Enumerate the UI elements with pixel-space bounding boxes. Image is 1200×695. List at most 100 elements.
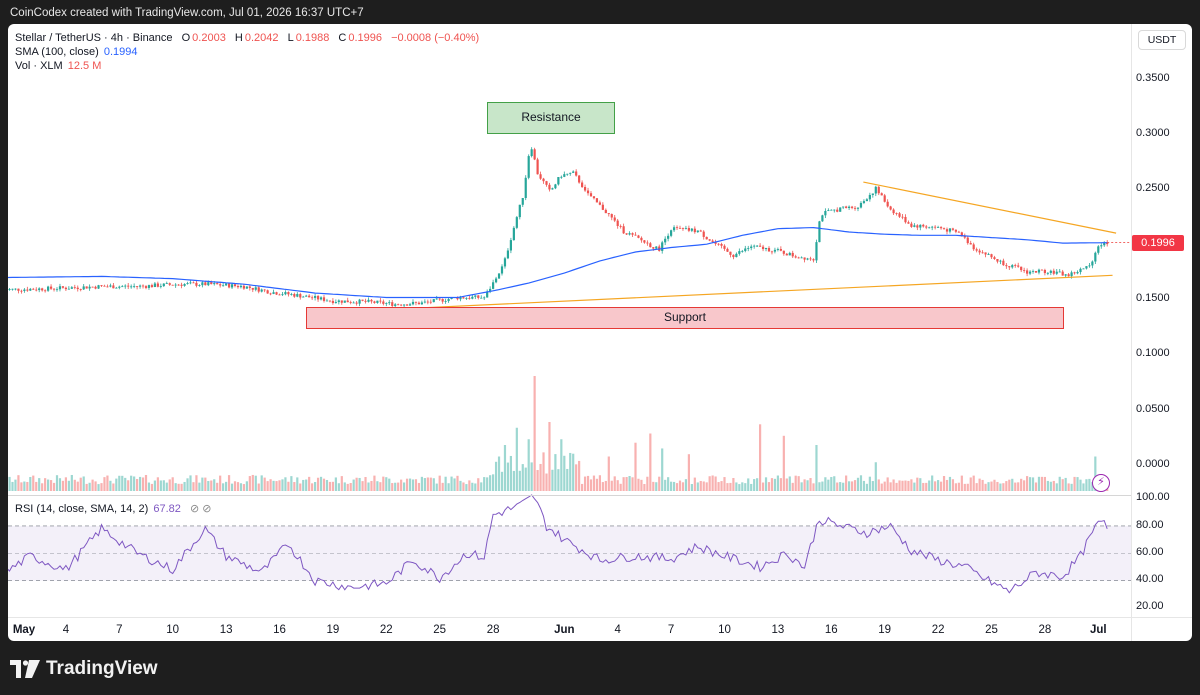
candle: [735, 253, 738, 258]
volume-bar: [770, 478, 774, 491]
volume-bar: [352, 479, 355, 491]
volume-bar: [456, 475, 459, 491]
candle: [764, 247, 768, 250]
volume-bar: [741, 482, 744, 491]
time-tick: 25: [433, 624, 447, 636]
candle: [106, 286, 109, 288]
candle: [382, 301, 385, 304]
resistance-zone-label[interactable]: Resistance: [487, 102, 615, 134]
volume-bar: [153, 480, 156, 491]
sma-legend[interactable]: SMA (100, close) 0.1994: [15, 45, 137, 59]
candle: [331, 300, 334, 304]
lightning-icon[interactable]: ⚡: [1092, 474, 1110, 492]
volume-bar: [850, 481, 854, 491]
candle: [542, 178, 545, 182]
chart-canvas[interactable]: [8, 24, 1192, 641]
volume-bar: [260, 475, 263, 491]
rsi-tick: 60.00: [1136, 546, 1164, 558]
candle: [284, 292, 287, 295]
volume-bar: [877, 479, 880, 491]
volume-legend[interactable]: Vol · XLM 12.5 M: [15, 59, 101, 73]
volume-bar: [248, 476, 251, 491]
candle: [664, 238, 667, 243]
volume-bar: [210, 480, 213, 491]
candle: [539, 174, 542, 179]
volume-bar: [759, 424, 762, 491]
candle: [486, 291, 489, 298]
candle: [910, 223, 913, 227]
rsi-legend[interactable]: RSI (14, close, SMA, 14, 2) 67.82 ⊘ ⊘: [15, 502, 211, 516]
pane-separator[interactable]: [8, 495, 1131, 496]
volume-bar: [1070, 483, 1073, 491]
candle: [1028, 271, 1032, 274]
volume-bar: [242, 484, 245, 491]
volume-bar: [159, 480, 162, 491]
candle: [919, 224, 922, 228]
candle: [898, 213, 901, 217]
volume-bar: [554, 454, 557, 491]
volume-bar: [227, 475, 231, 491]
candle: [945, 229, 949, 232]
candle: [278, 294, 281, 296]
volume-bar: [723, 477, 726, 491]
candle: [1097, 246, 1100, 253]
volume-bar: [735, 482, 738, 491]
volume-bar: [311, 483, 314, 491]
candle: [417, 302, 421, 305]
volume-bar: [675, 483, 679, 491]
volume-bar: [856, 477, 860, 491]
candle: [8, 289, 11, 290]
candle: [744, 248, 747, 251]
volume-bar: [447, 483, 450, 491]
candle: [809, 258, 812, 260]
candle: [316, 295, 320, 300]
candle: [889, 206, 892, 210]
candle: [73, 287, 76, 289]
volume-bar: [462, 482, 465, 491]
support-zone-label[interactable]: Support: [306, 307, 1064, 329]
currency-button[interactable]: USDT: [1138, 30, 1186, 50]
volume-bar: [640, 479, 643, 491]
candle: [853, 207, 857, 209]
volume-bar: [978, 478, 981, 491]
volume-bar: [1023, 480, 1026, 491]
main-legend[interactable]: Stellar / TetherUS · 4h · Binance O 0.200…: [15, 31, 479, 45]
volume-bar: [551, 469, 554, 491]
candle: [207, 282, 210, 286]
volume-bar: [711, 475, 714, 491]
candle: [797, 257, 800, 259]
candle: [901, 216, 904, 218]
volume-bar: [287, 481, 290, 491]
volume-bar: [112, 483, 115, 491]
volume-bar: [367, 482, 370, 491]
candle: [79, 289, 82, 290]
volume-bar: [201, 477, 204, 491]
volume-bar: [1082, 483, 1085, 491]
candle: [954, 229, 957, 232]
candle: [791, 252, 794, 257]
volume-bar: [239, 483, 243, 491]
candle: [942, 228, 946, 230]
volume-bar: [782, 435, 785, 491]
candle: [414, 301, 418, 303]
candle: [1088, 265, 1091, 267]
candle: [678, 227, 682, 229]
candle: [637, 235, 640, 238]
volume-bar: [925, 482, 928, 491]
volume-bar: [542, 452, 545, 491]
volume-bar: [714, 476, 717, 491]
volume-bar: [432, 478, 435, 491]
volume-bar: [975, 483, 978, 491]
candle: [266, 290, 269, 294]
volume-bar: [664, 479, 667, 491]
candle: [1094, 252, 1097, 262]
volume-bar: [966, 483, 969, 491]
candle: [11, 288, 14, 290]
time-axis-divider: [8, 617, 1192, 618]
candle: [934, 226, 937, 228]
candle: [251, 287, 254, 290]
candle: [1031, 270, 1035, 272]
candle: [753, 245, 756, 247]
rsi-visibility-icons[interactable]: ⊘ ⊘: [189, 503, 212, 515]
volume-bar: [610, 480, 613, 491]
